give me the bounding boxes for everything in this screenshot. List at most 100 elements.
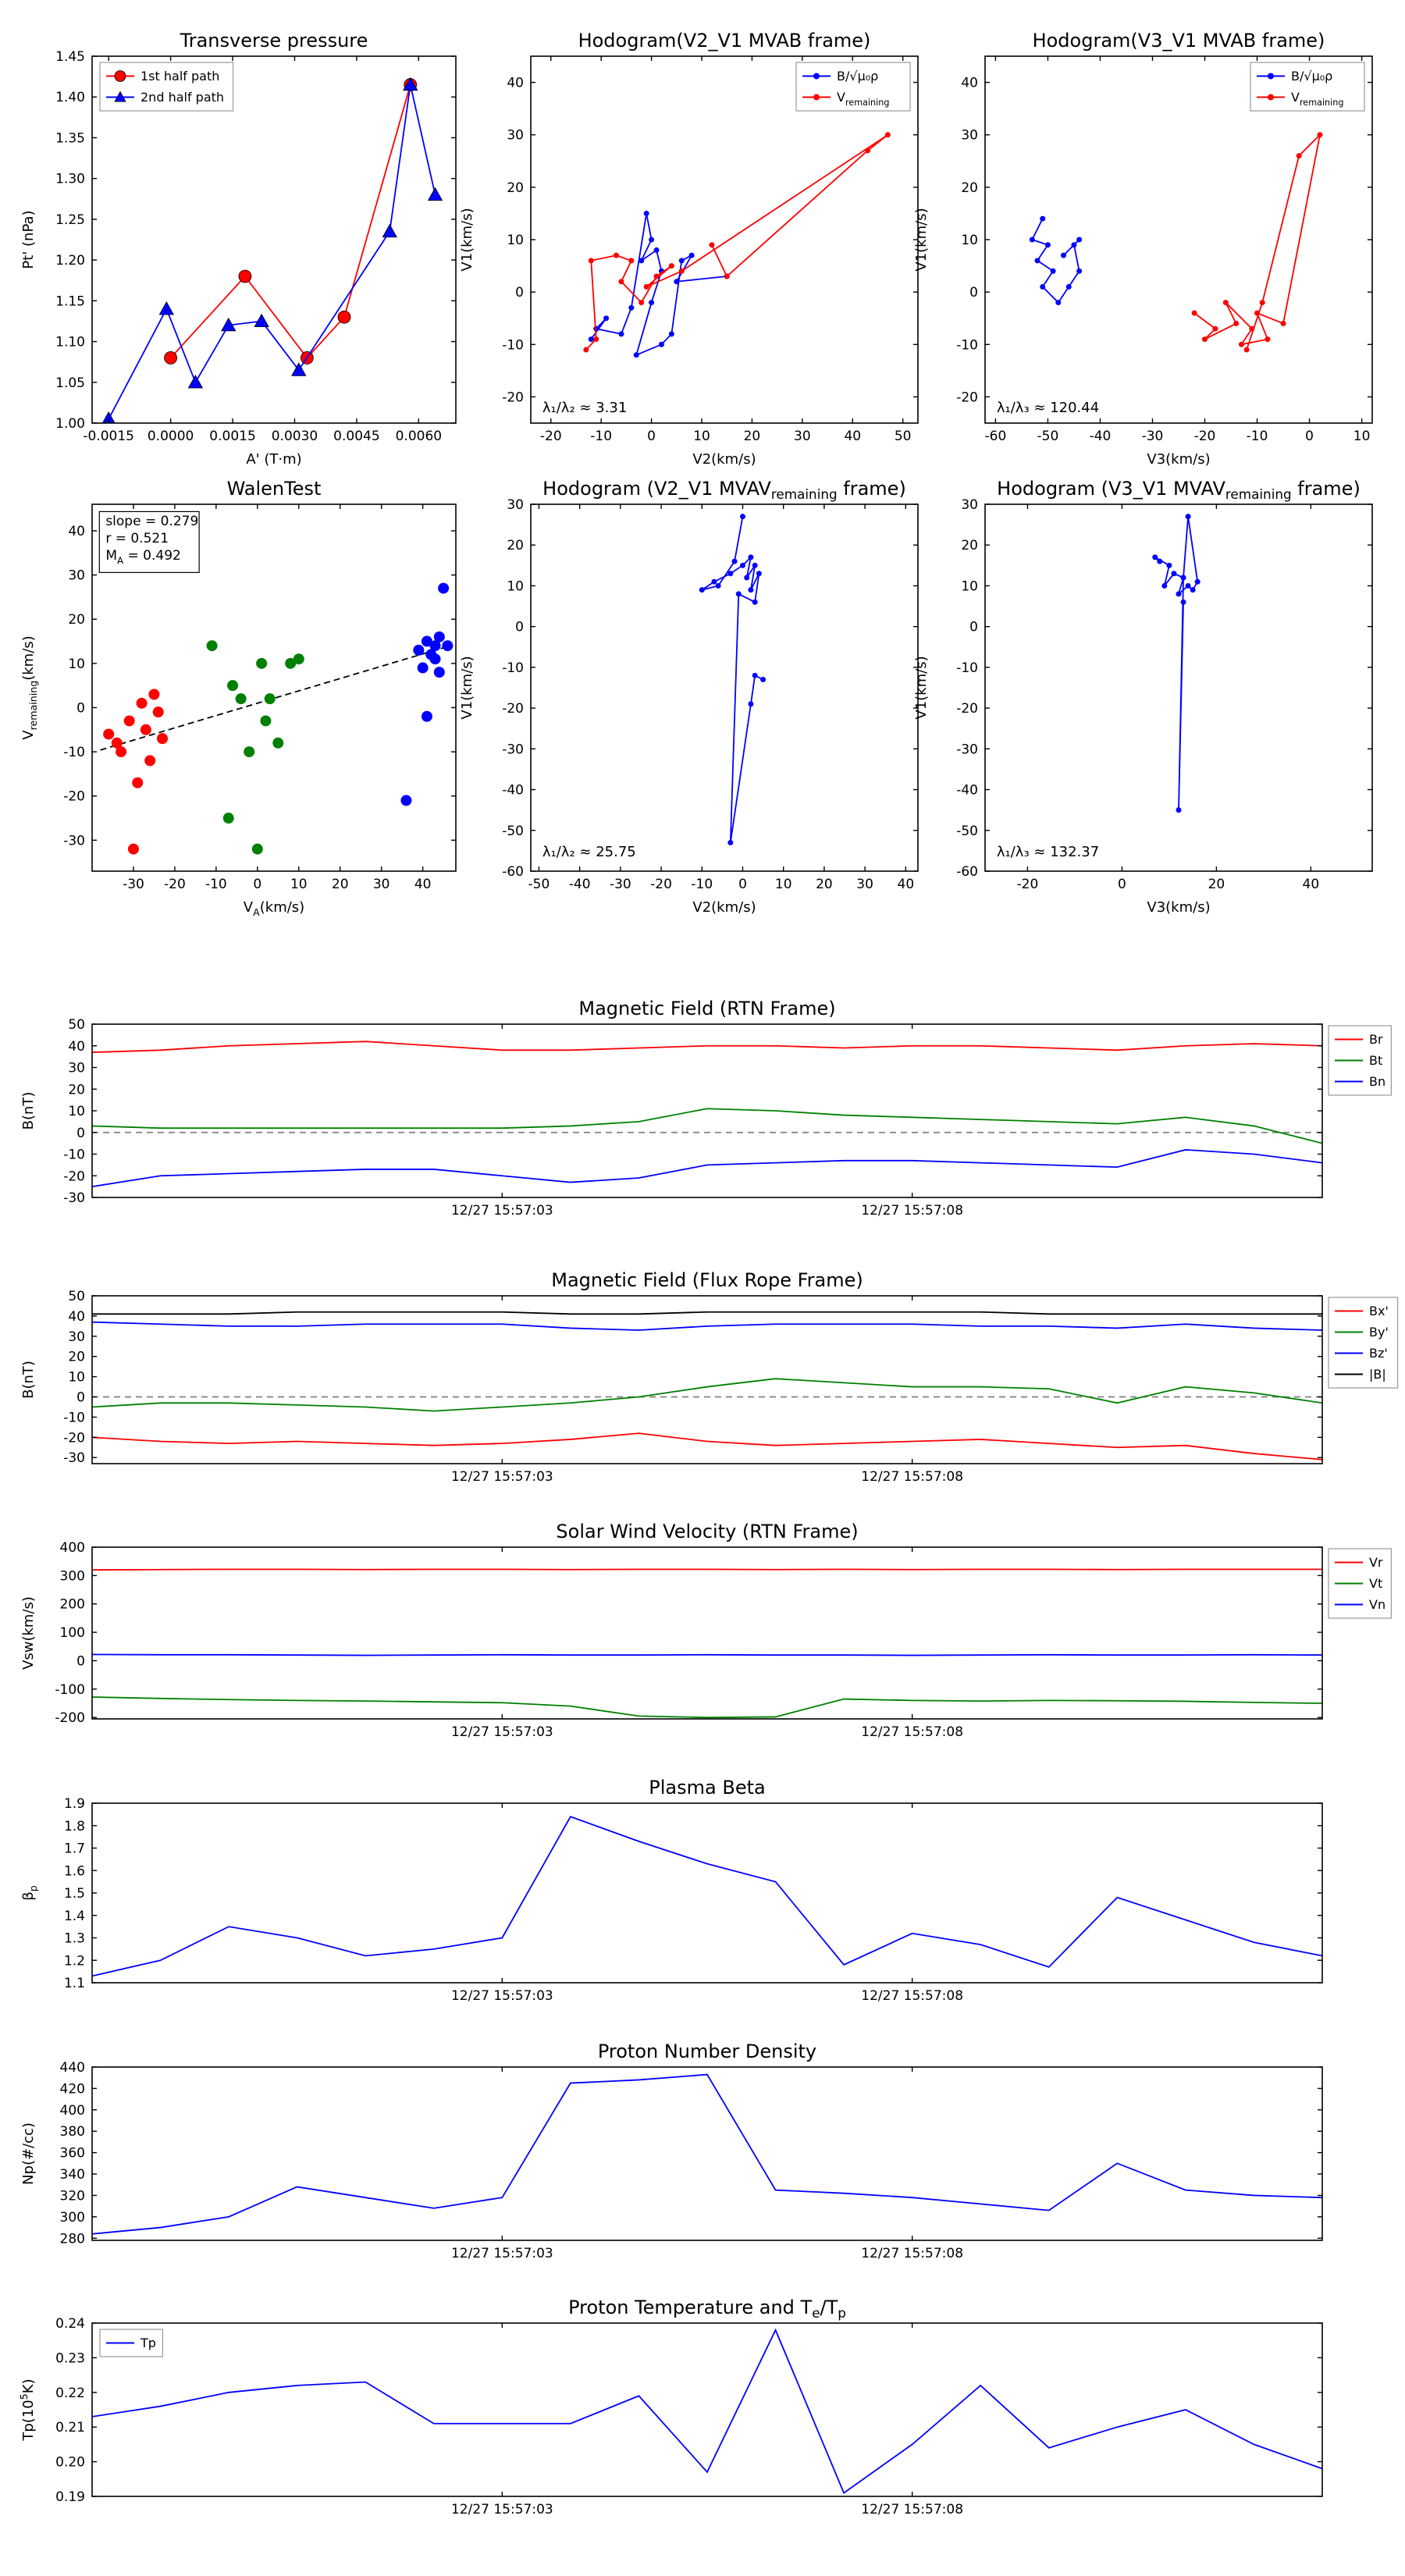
axes-box (530, 503, 919, 872)
chart-title: Plasma Beta (649, 1777, 765, 1799)
plot-area (92, 1568, 1322, 1719)
plot-area (92, 2328, 1322, 2494)
x-tick-label: -40 (569, 877, 591, 892)
x-tick-label: 0.0060 (396, 429, 442, 444)
x-tick-label: 40 (414, 877, 432, 892)
legend-label: Tp (140, 2336, 156, 2350)
series-line (1193, 132, 1321, 350)
y-tick-label: 0 (515, 620, 524, 635)
x-tick-label: 0.0030 (272, 429, 318, 444)
y-tick-label: -30 (502, 742, 524, 757)
series-line (100, 644, 452, 751)
y-axis-label: Vsw(km/s) (20, 1596, 37, 1670)
x-axis-label: A' (T·m) (246, 451, 301, 468)
y-tick-label: 20 (507, 538, 524, 553)
y-tick-label: 30 (68, 1061, 85, 1076)
series-line (92, 1696, 1322, 1719)
y-tick-label: 10 (68, 656, 85, 672)
series-line (92, 1149, 1322, 1188)
series-line (1154, 516, 1199, 810)
series-line (92, 1432, 1322, 1461)
chart-title: Hodogram(V2_V1 MVAB frame) (578, 30, 871, 52)
y-axis-label: Tp(105K) (18, 2379, 37, 2441)
legend-label: By' (1369, 1325, 1389, 1340)
legend-label: B/√μ₀ρ (837, 69, 878, 84)
legend-label: Bn (1369, 1074, 1385, 1089)
y-tick-label: 20 (68, 612, 85, 628)
x-axis-label: V3(km/s) (1147, 899, 1210, 916)
x-tick-label: 0.0015 (209, 429, 255, 444)
annotation: λ₁/λ₃ ≈ 132.37 (997, 844, 1099, 860)
y-tick-label: 340 (60, 2167, 85, 2183)
x-tick-label: 12/27 15:57:03 (451, 2246, 553, 2261)
x-tick-label: 12/27 15:57:08 (861, 1988, 963, 2004)
y-tick-label: 40 (961, 76, 978, 91)
x-tick-label: 0.0000 (148, 429, 194, 444)
x-tick-label: 10 (290, 877, 308, 892)
x-tick-label: 40 (1303, 877, 1320, 892)
plot-area (583, 132, 891, 358)
x-tick-label: -30 (123, 877, 144, 892)
plot-area (101, 76, 443, 423)
legend-label: 2nd half path (140, 90, 224, 105)
y-tick-label: 20 (961, 180, 978, 196)
y-axis-label: V1(km/s) (913, 208, 930, 271)
axes-box (984, 503, 1373, 872)
y-tick-label: 1.00 (55, 416, 85, 432)
legend-label: Vn (1369, 1597, 1385, 1612)
axes-box (91, 1546, 1323, 1720)
y-tick-label: -20 (502, 390, 524, 405)
y-tick-label: 0.22 (55, 2386, 85, 2401)
x-tick-label: -20 (650, 877, 672, 892)
x-tick-label: 20 (816, 877, 833, 892)
axes-box (91, 2066, 1323, 2241)
y-tick-label: 10 (68, 1370, 85, 1386)
chart-title: Solar Wind Velocity (RTN Frame) (556, 1521, 858, 1542)
y-tick-label: 100 (60, 1625, 85, 1641)
x-tick-label: 0.0045 (333, 429, 379, 444)
x-tick-label: 0 (647, 429, 656, 444)
x-tick-label: 10 (693, 429, 710, 444)
chart-title: Hodogram(V3_V1 MVAB frame) (1033, 30, 1325, 52)
x-tick-label: -10 (590, 429, 612, 444)
annotation: λ₁/λ₂ ≈ 3.31 (542, 400, 627, 416)
x-axis-label: V2(km/s) (692, 451, 756, 468)
y-tick-label: -30 (63, 1190, 85, 1206)
y-tick-label: 20 (68, 1082, 85, 1098)
chart-title: Transverse pressure (180, 30, 368, 52)
y-tick-label: 1.15 (55, 294, 85, 309)
x-tick-label: 10 (775, 877, 792, 892)
y-tick-label: 10 (961, 578, 978, 594)
y-tick-label: 30 (507, 497, 524, 513)
series-line (701, 516, 764, 843)
y-tick-label: -20 (63, 1169, 85, 1184)
y-tick-label: 200 (60, 1597, 85, 1613)
x-tick-label: -50 (1037, 429, 1059, 444)
chart-title: Magnetic Field (RTN Frame) (578, 998, 835, 1019)
y-axis-label: V1(km/s) (459, 656, 475, 719)
y-axis-label: Vremaining(km/s) (20, 635, 39, 739)
y-tick-label: 0 (76, 1653, 85, 1669)
plot-area (92, 2073, 1322, 2235)
annotation: λ₁/λ₃ ≈ 120.44 (997, 400, 1099, 416)
y-tick-label: 50 (68, 1289, 85, 1304)
y-tick-label: 10 (507, 578, 524, 594)
y-tick-label: 0.24 (55, 2316, 85, 2332)
y-tick-label: 50 (68, 1017, 85, 1033)
x-tick-label: 10 (1353, 429, 1371, 444)
y-tick-label: 1.35 (55, 130, 85, 146)
x-tick-label: 12/27 15:57:08 (861, 1469, 963, 1485)
y-tick-label: 1.25 (55, 212, 85, 228)
y-tick-label: -10 (502, 660, 524, 676)
y-tick-label: 1.4 (64, 1909, 85, 1924)
y-tick-label: 1.3 (64, 1931, 85, 1947)
y-tick-label: 1.2 (64, 1953, 85, 1969)
y-tick-label: 360 (60, 2146, 85, 2161)
x-tick-label: 12/27 15:57:03 (451, 1988, 553, 2004)
